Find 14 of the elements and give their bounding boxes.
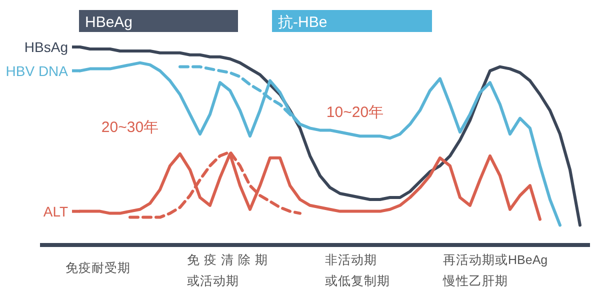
text: 或低复制期 <box>325 274 390 288</box>
legend-label: HBsAg <box>24 39 68 55</box>
text: 或活动期 <box>187 274 239 288</box>
text: HBeAg <box>85 14 133 31</box>
annotation: 10~20年 <box>326 104 384 121</box>
text: 非活动期 <box>325 253 377 267</box>
text: 免疫耐受期 <box>66 261 130 275</box>
text: 慢性乙肝期 <box>442 274 508 288</box>
legend-label: ALT <box>43 203 68 220</box>
text: 免疫清除期 <box>187 253 272 267</box>
text: 抗-HBe <box>278 14 328 31</box>
text: 再活动期或HBeAg <box>443 253 548 267</box>
legend-label: HBV DNA <box>6 62 69 79</box>
annotation: 20~30年 <box>101 119 159 136</box>
